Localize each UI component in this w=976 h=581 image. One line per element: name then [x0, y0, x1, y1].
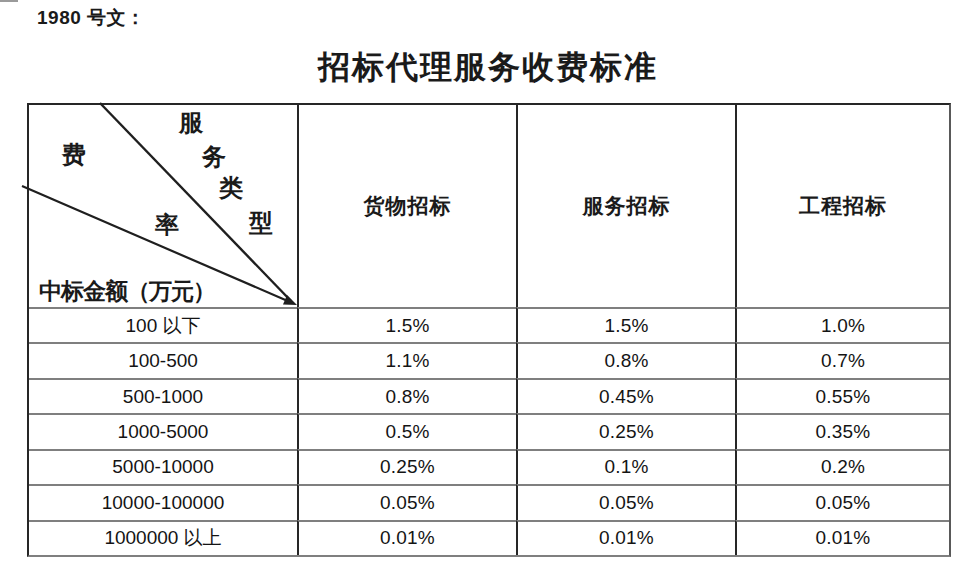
row-range: 100 以下	[29, 307, 297, 342]
row-range: 1000000 以上	[29, 520, 297, 555]
page-edge-artifact	[0, 0, 18, 2]
row-range: 1000-5000	[29, 413, 297, 448]
corner-label-service-type-char: 服	[179, 111, 203, 135]
table-cell: 0.05%	[735, 484, 949, 519]
corner-label-service-type-char: 型	[249, 211, 273, 235]
table-cell: 0.2%	[735, 449, 949, 484]
table-cell: 0.5%	[297, 413, 516, 448]
table-cell: 0.35%	[735, 413, 949, 448]
table-cell: 0.1%	[516, 449, 735, 484]
column-header-service: 服务招标	[516, 105, 735, 307]
table-cell: 0.01%	[297, 520, 516, 555]
table-cell: 0.05%	[297, 484, 516, 519]
row-range: 10000-100000	[29, 484, 297, 519]
table-cell: 0.25%	[297, 449, 516, 484]
table-cell: 1.1%	[297, 342, 516, 377]
table-cell: 0.7%	[735, 342, 949, 377]
diagonal-divider-lines	[29, 105, 297, 305]
page-title: 招标代理服务收费标准	[0, 46, 976, 90]
row-range: 500-1000	[29, 378, 297, 413]
table-cell: 0.8%	[516, 342, 735, 377]
table-cell: 1.0%	[735, 307, 949, 342]
table-cell: 0.05%	[516, 484, 735, 519]
column-header-engineering: 工程招标	[735, 105, 949, 307]
table-cell: 0.45%	[516, 378, 735, 413]
table-cell: 0.55%	[735, 378, 949, 413]
table-cell: 0.01%	[516, 520, 735, 555]
corner-label-bid-amount: 中标金额（万元）	[39, 276, 215, 307]
table-cell: 0.01%	[735, 520, 949, 555]
table-cell: 0.25%	[516, 413, 735, 448]
table-cell: 1.5%	[516, 307, 735, 342]
corner-label-fee-rate-char: 率	[155, 213, 179, 237]
column-header-goods: 货物招标	[297, 105, 516, 307]
table-cell: 0.8%	[297, 378, 516, 413]
row-range: 5000-10000	[29, 449, 297, 484]
corner-label-service-type-char: 类	[219, 176, 243, 200]
corner-label-service-type-char: 务	[202, 145, 226, 169]
fee-standard-table: 服 务 类 型 费 率 中标金额（万元） 货物招标 服务招标 工程招标 100 …	[27, 103, 951, 557]
table-corner-diagonal-cell: 服 务 类 型 费 率 中标金额（万元）	[29, 105, 297, 307]
table-cell: 1.5%	[297, 307, 516, 342]
document-ref-label: 1980 号文：	[37, 5, 146, 31]
corner-label-fee-rate-char: 费	[62, 143, 86, 167]
row-range: 100-500	[29, 342, 297, 377]
